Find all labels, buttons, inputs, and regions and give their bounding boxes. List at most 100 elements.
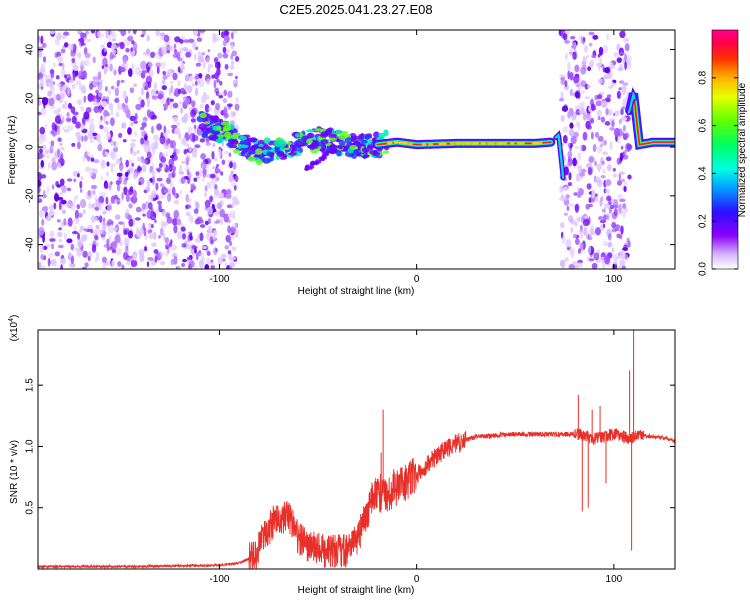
ridge-blob [373, 131, 380, 138]
noise-blob [109, 30, 115, 37]
noise-blob [219, 208, 225, 218]
noise-blob [40, 160, 45, 168]
noise-blob [227, 250, 232, 255]
noise-blob [146, 66, 150, 73]
noise-blob [47, 82, 51, 86]
noise-blob [38, 135, 45, 145]
noise-blob [77, 141, 81, 150]
spectrogram-y-tick-label: 20 [25, 92, 36, 104]
noise-blob [61, 209, 66, 214]
ridge-branch-blob [324, 153, 329, 157]
ridge-highlight [428, 143, 434, 146]
noise-blob [122, 251, 129, 261]
noise-blob [109, 150, 116, 159]
noise-blob [616, 265, 623, 269]
noise-blob [185, 156, 190, 166]
noise-blob [103, 126, 109, 134]
ridge-blob [226, 142, 234, 146]
noise-blob [187, 256, 191, 261]
noise-blob [588, 42, 593, 47]
noise-blob [601, 100, 608, 108]
noise-blob [60, 68, 66, 78]
noise-blob [190, 118, 196, 123]
noise-blob [58, 244, 64, 249]
noise-blob [150, 51, 155, 58]
noise-blob [45, 215, 52, 222]
noise-blob [200, 153, 207, 160]
noise-blob [38, 51, 43, 59]
noise-blob [156, 177, 163, 182]
noise-blob [206, 181, 212, 189]
noise-blob [76, 248, 82, 257]
noise-blob [619, 249, 626, 259]
snr-y-tick-label: 0.5 [25, 500, 36, 514]
noise-blob [148, 62, 153, 67]
noise-blob [595, 196, 599, 203]
noise-blob [173, 200, 180, 205]
noise-blob [585, 229, 588, 239]
noise-blob [42, 56, 47, 63]
noise-blob [128, 218, 134, 227]
noise-blob [200, 161, 207, 170]
noise-blob [215, 167, 219, 173]
noise-blob [158, 90, 165, 99]
noise-blob [193, 30, 198, 35]
ridge-blob [265, 146, 272, 151]
noise-blob [141, 203, 146, 210]
ridge-highlight [537, 141, 543, 145]
noise-blob [197, 79, 201, 85]
ridge-blob [262, 157, 272, 164]
noise-blob [111, 49, 117, 55]
noise-blob [620, 225, 624, 235]
noise-blob [189, 232, 193, 241]
noise-blob [151, 216, 155, 220]
noise-blob [151, 224, 154, 228]
noise-blob [60, 147, 65, 151]
ridge-branch-blob [309, 165, 315, 169]
noise-blob [148, 222, 151, 231]
noise-blob [178, 132, 182, 140]
noise-blob [71, 57, 76, 64]
ridge-branch-blob [310, 162, 315, 166]
noise-blob [81, 85, 87, 94]
noise-blob [620, 116, 628, 121]
noise-blob [217, 52, 223, 59]
noise-blob [211, 74, 215, 79]
noise-blob [134, 66, 142, 76]
noise-blob [101, 100, 107, 108]
noise-blob [97, 82, 103, 91]
noise-blob [627, 174, 632, 180]
noise-blob [194, 75, 200, 80]
noise-blob [118, 221, 124, 225]
noise-blob [50, 259, 57, 264]
noise-blob [618, 87, 623, 91]
noise-blob [234, 56, 240, 62]
noise-blob [114, 87, 120, 97]
noise-blob [83, 111, 90, 120]
noise-blob [99, 191, 106, 198]
noise-blob [191, 149, 198, 158]
noise-blob [565, 239, 572, 248]
noise-blob [197, 55, 204, 63]
noise-blob [209, 195, 214, 203]
ridge-blob [336, 129, 342, 135]
noise-blob [197, 50, 201, 57]
noise-blob [180, 226, 186, 232]
noise-blob [618, 203, 622, 212]
noise-blob [135, 103, 142, 111]
noise-blob [600, 116, 606, 123]
noise-blob [102, 57, 108, 67]
noise-blob [199, 103, 205, 109]
noise-blob [95, 251, 100, 261]
ridge-highlight [486, 142, 492, 145]
noise-blob [577, 165, 582, 173]
noise-blob [572, 233, 578, 239]
noise-blob [44, 149, 50, 155]
noise-blob [206, 206, 214, 215]
noise-blob [584, 96, 590, 100]
noise-blob [140, 126, 145, 131]
noise-blob [584, 83, 589, 90]
noise-blob [118, 175, 123, 185]
noise-blob [38, 193, 41, 201]
noise-blob [570, 226, 574, 234]
